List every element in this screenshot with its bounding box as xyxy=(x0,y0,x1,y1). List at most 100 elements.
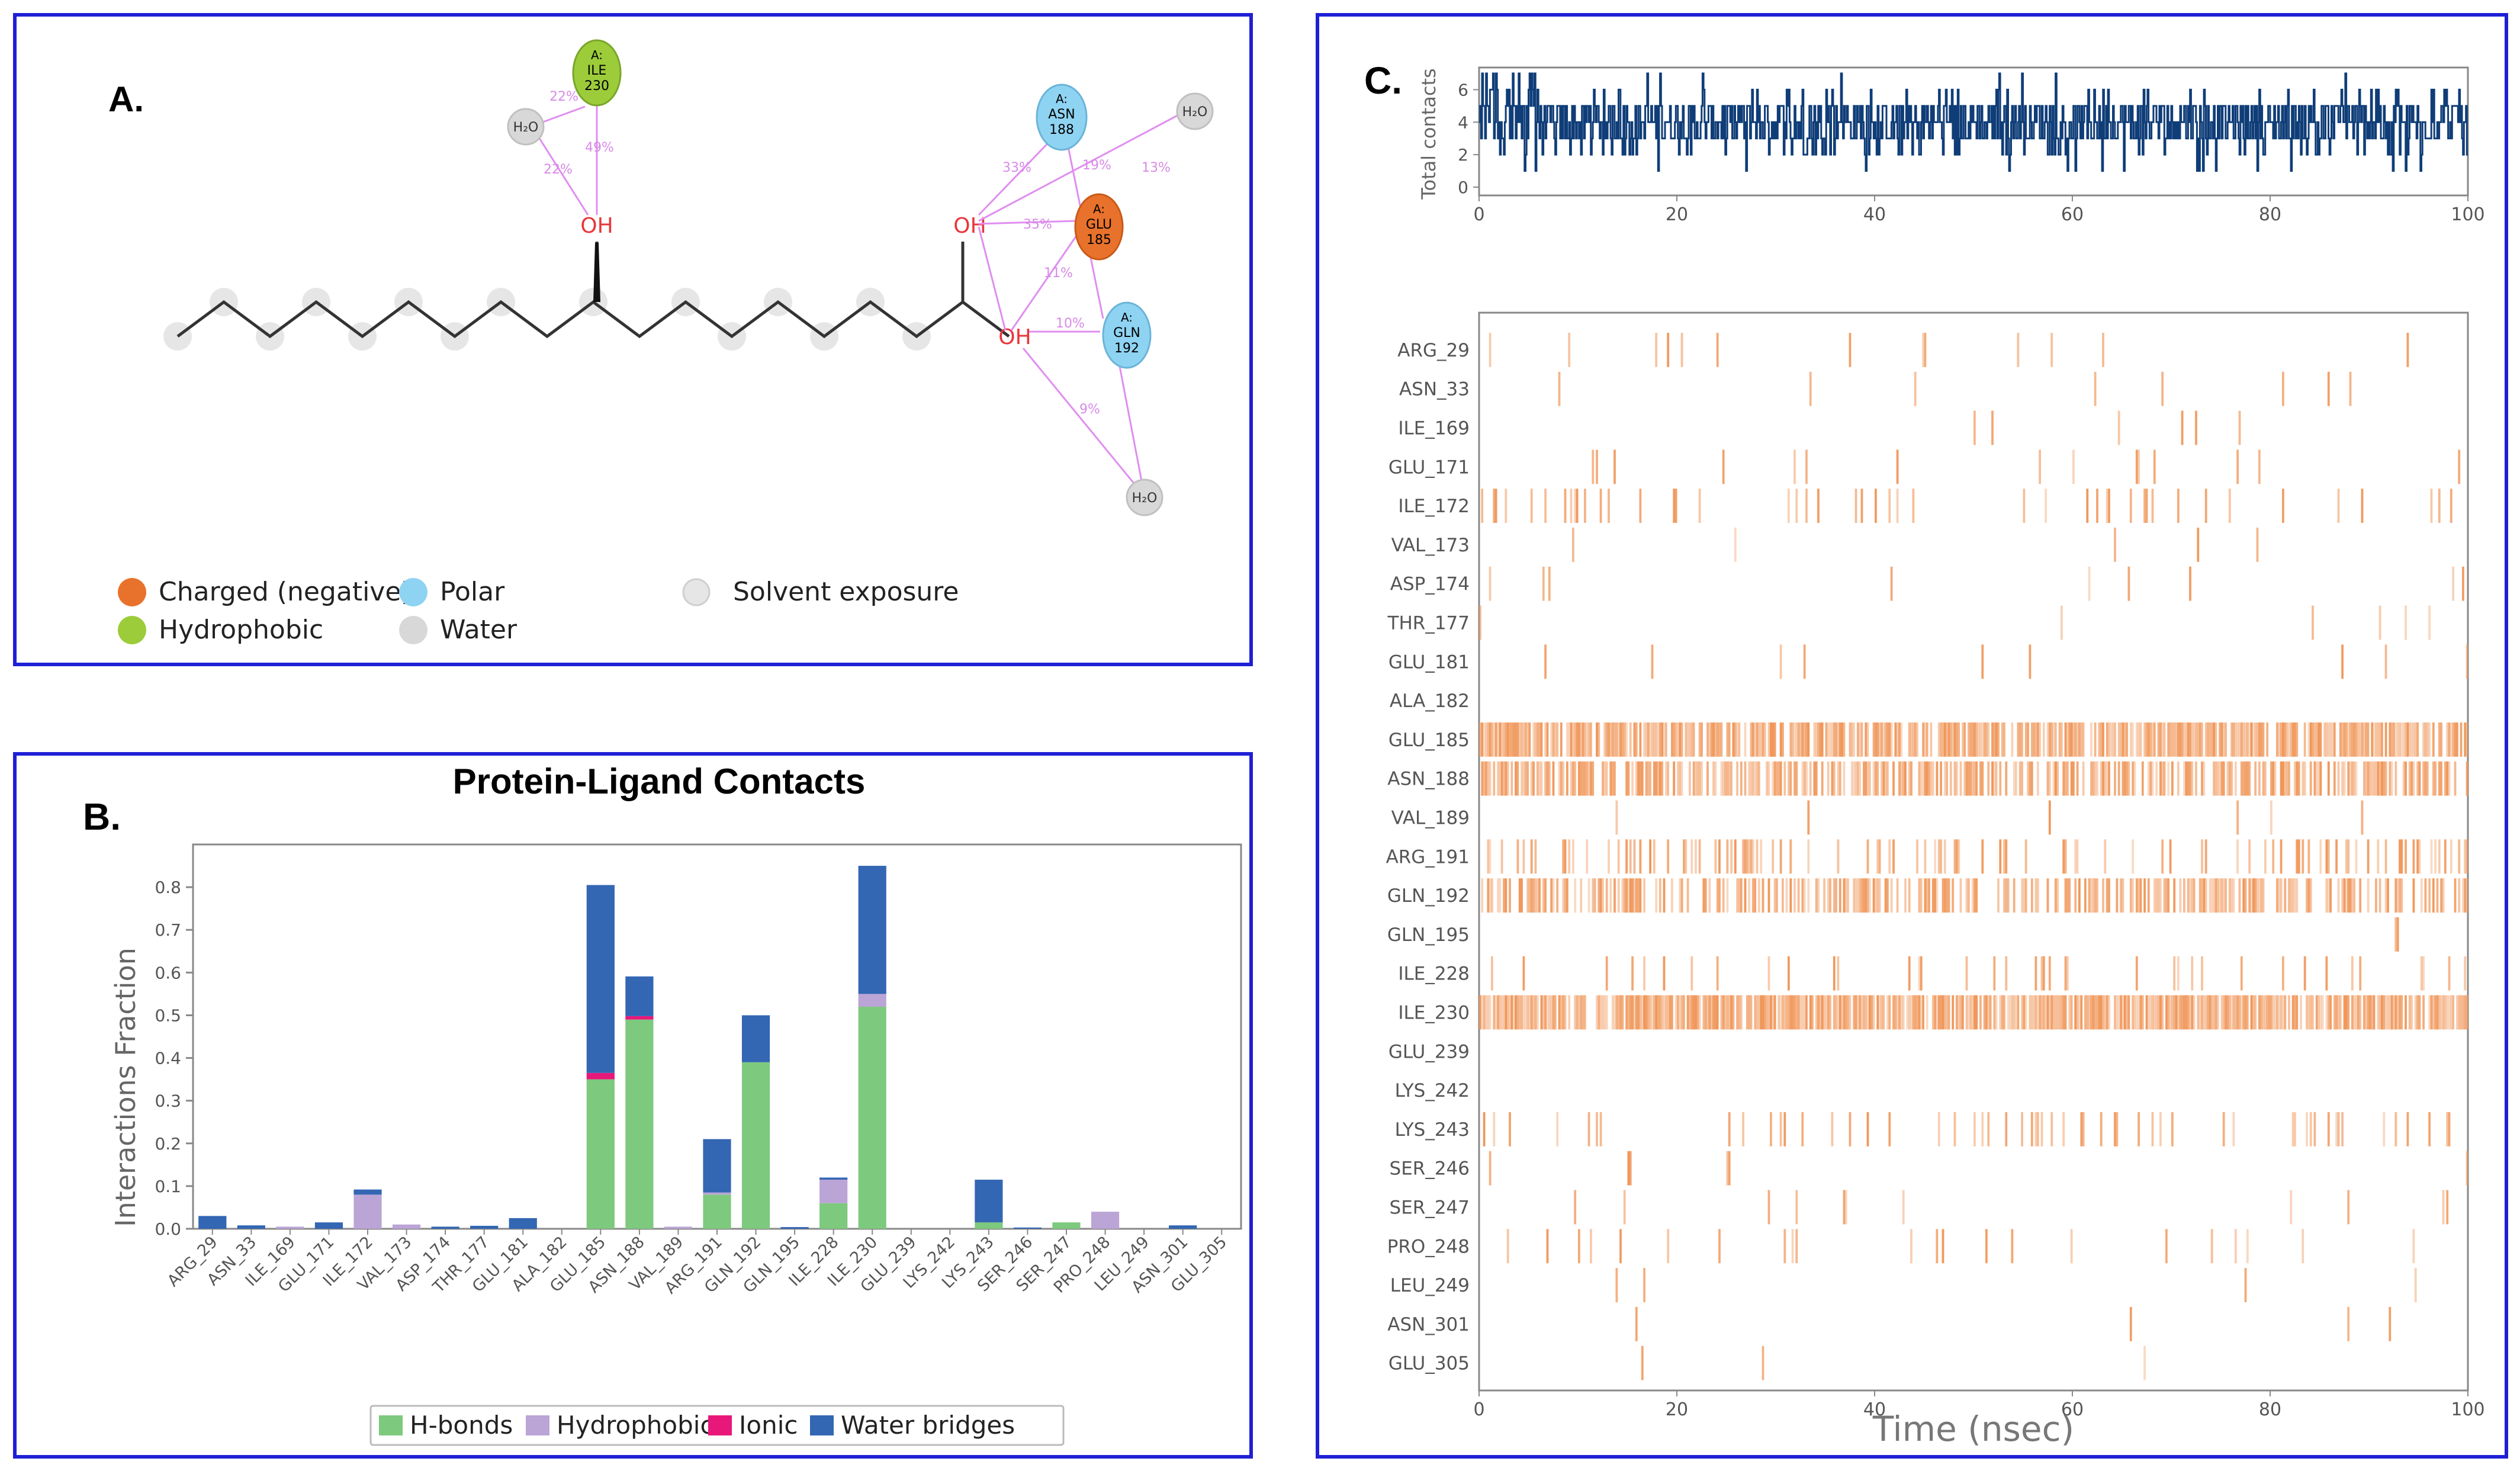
contact-mark xyxy=(1718,839,1721,874)
contact-mark xyxy=(1833,761,1836,796)
contact-mark xyxy=(1971,995,1974,1030)
svg-text:GLU: GLU xyxy=(1086,217,1112,232)
contact-mark xyxy=(2108,995,2110,1030)
contact-mark xyxy=(1710,995,1713,1030)
contact-mark xyxy=(2219,722,2221,757)
contact-mark xyxy=(2248,761,2251,796)
contact-mark xyxy=(1908,956,1911,991)
contact-mark xyxy=(2414,1268,2417,1302)
contact-mark xyxy=(2244,878,2247,913)
contact-mark xyxy=(1572,528,1574,562)
contact-mark xyxy=(1981,839,1984,874)
contact-mark xyxy=(1538,761,1541,796)
heatmap-row-asp_174 xyxy=(1489,566,2464,601)
contact-mark xyxy=(2365,761,2368,796)
contact-mark xyxy=(1728,995,1731,1030)
contact-mark xyxy=(2291,878,2294,913)
contact-mark xyxy=(1647,995,1650,1030)
contact-mark xyxy=(1698,995,1701,1030)
contact-mark xyxy=(1793,761,1796,796)
contact-mark xyxy=(1572,722,1574,757)
contact-mark xyxy=(1856,722,1859,757)
contact-mark xyxy=(2123,995,2126,1030)
contact-mark xyxy=(1937,995,1940,1030)
contact-mark xyxy=(1844,878,1847,913)
legend-entry: Ionic xyxy=(739,1411,798,1440)
contact-mark xyxy=(1876,839,1879,874)
contact-mark xyxy=(2094,371,2097,406)
contact-mark xyxy=(1655,722,1658,757)
contact-mark xyxy=(2456,722,2458,757)
contact-mark xyxy=(1623,1190,1626,1225)
contact-mark xyxy=(2090,878,2092,913)
contact-mark xyxy=(2438,761,2441,796)
contact-mark xyxy=(2056,878,2059,913)
contact-mark xyxy=(2291,995,2294,1030)
contact-mark xyxy=(1734,528,1737,562)
contact-mark xyxy=(1799,722,1802,757)
contact-mark xyxy=(2359,956,2362,991)
contact-mark xyxy=(1853,761,1856,796)
contact-mark xyxy=(2341,878,2344,913)
contact-mark xyxy=(1524,995,1527,1030)
contact-mark xyxy=(1485,995,1487,1030)
contact-mark xyxy=(1793,722,1796,757)
contact-mark xyxy=(1667,1229,1670,1264)
contact-mark xyxy=(2373,995,2376,1030)
contact-mark xyxy=(2187,722,2190,757)
heatmap-row-arg_191 xyxy=(1487,839,2468,874)
contact-mark xyxy=(1837,995,1840,1030)
contact-mark xyxy=(1837,722,1840,757)
contact-mark xyxy=(1882,761,1885,796)
contact-mark xyxy=(1530,489,1533,523)
contact-mark xyxy=(1639,878,1642,913)
contact-mark xyxy=(1701,722,1703,757)
contact-mark xyxy=(1718,1229,1721,1264)
contact-mark xyxy=(1740,761,1743,796)
contact-mark xyxy=(2454,878,2457,913)
contact-mark xyxy=(2070,761,2073,796)
contact-mark xyxy=(2181,722,2184,757)
contact-mark xyxy=(2394,995,2397,1030)
contact-mark xyxy=(2396,722,2399,757)
contact-mark xyxy=(2394,1112,2397,1146)
contact-mark xyxy=(2244,761,2247,796)
contact-mark xyxy=(2430,839,2433,874)
contact-mark xyxy=(1690,956,1693,991)
contact-mark xyxy=(1863,761,1865,796)
x-tick-label: 100 xyxy=(2451,1399,2484,1420)
contact-mark xyxy=(2258,449,2261,484)
contact-mark xyxy=(2464,878,2467,913)
contact-mark xyxy=(2454,761,2457,796)
svg-text:ILE: ILE xyxy=(587,63,607,78)
contact-mark xyxy=(1854,878,1857,913)
contact-mark xyxy=(1908,722,1911,757)
contact-mark xyxy=(1744,878,1747,913)
contact-mark xyxy=(2015,995,2017,1030)
contact-mark xyxy=(2442,1190,2445,1225)
contact-mark xyxy=(1584,489,1586,523)
contact-mark xyxy=(2284,878,2287,913)
contact-mark xyxy=(1633,995,1636,1030)
contact-mark xyxy=(1483,995,1486,1030)
contact-mark xyxy=(2367,995,2370,1030)
contact-mark xyxy=(2011,995,2014,1030)
contact-mark xyxy=(1973,878,1976,913)
contact-mark xyxy=(2209,722,2212,757)
contact-mark xyxy=(1631,995,1634,1030)
contact-mark xyxy=(1597,722,1600,757)
contact-mark xyxy=(2126,722,2128,757)
contact-mark xyxy=(1530,878,1533,913)
contact-mark xyxy=(1946,878,1948,913)
contact-mark xyxy=(2240,995,2243,1030)
contact-mark xyxy=(2252,878,2255,913)
contact-mark xyxy=(1856,995,1859,1030)
contact-mark xyxy=(1506,722,1509,757)
contact-mark xyxy=(2250,878,2253,913)
contact-mark xyxy=(2325,722,2328,757)
contact-mark xyxy=(1572,761,1574,796)
contact-mark xyxy=(2240,761,2243,796)
contact-mark xyxy=(2045,995,2047,1030)
bar-hydrophobic-pro_248 xyxy=(1091,1212,1120,1229)
contact-mark xyxy=(1805,722,1808,757)
